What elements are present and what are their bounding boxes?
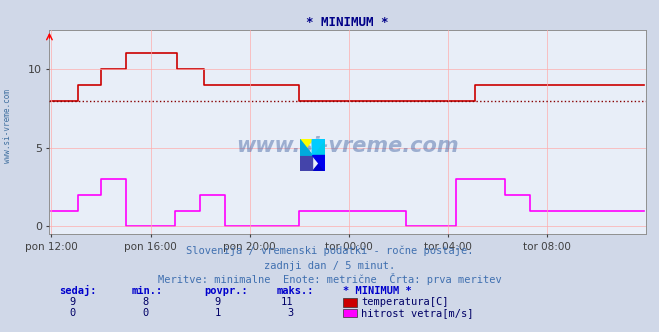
Text: 11: 11 — [281, 297, 293, 307]
Text: www.si-vreme.com: www.si-vreme.com — [237, 136, 459, 156]
Text: sedaj:: sedaj: — [59, 285, 97, 296]
Polygon shape — [312, 155, 325, 171]
Text: 9: 9 — [215, 297, 221, 307]
Text: Meritve: minimalne  Enote: metrične  Črta: prva meritev: Meritve: minimalne Enote: metrične Črta:… — [158, 273, 501, 285]
Text: 0: 0 — [70, 308, 76, 318]
Text: povpr.:: povpr.: — [204, 286, 248, 296]
Text: 8: 8 — [142, 297, 148, 307]
Text: temperatura[C]: temperatura[C] — [361, 297, 449, 307]
Text: zadnji dan / 5 minut.: zadnji dan / 5 minut. — [264, 261, 395, 271]
Polygon shape — [312, 139, 325, 155]
Text: 3: 3 — [287, 308, 293, 318]
Text: Slovenija / vremenski podatki - ročne postaje.: Slovenija / vremenski podatki - ročne po… — [186, 245, 473, 256]
Text: 1: 1 — [215, 308, 221, 318]
Polygon shape — [300, 155, 312, 171]
Text: 0: 0 — [142, 308, 148, 318]
Title: * MINIMUM *: * MINIMUM * — [306, 16, 389, 29]
Text: * MINIMUM *: * MINIMUM * — [343, 286, 411, 296]
Text: hitrost vetra[m/s]: hitrost vetra[m/s] — [361, 308, 474, 318]
Text: 9: 9 — [70, 297, 76, 307]
Polygon shape — [300, 139, 312, 155]
Text: min.:: min.: — [132, 286, 163, 296]
Polygon shape — [300, 139, 312, 155]
Text: www.si-vreme.com: www.si-vreme.com — [3, 89, 13, 163]
Text: maks.:: maks.: — [277, 286, 314, 296]
Polygon shape — [312, 155, 325, 171]
Polygon shape — [312, 139, 325, 155]
